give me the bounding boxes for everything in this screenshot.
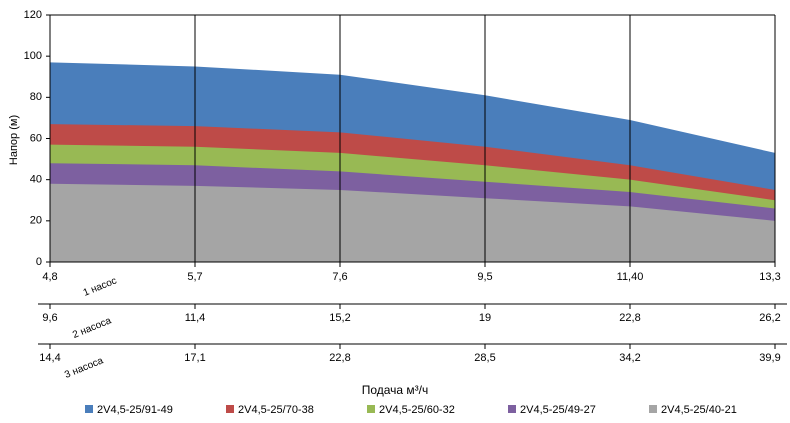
x-row-label: 1 насос	[82, 275, 119, 298]
x-tick-label: 22,8	[329, 352, 350, 364]
x-axis-label: Подача м³/ч	[362, 383, 429, 397]
legend-label: 2V4,5-25/60-32	[379, 404, 455, 416]
x-row-label: 2 насоса	[71, 315, 113, 341]
legend-label: 2V4,5-25/49-27	[520, 404, 596, 416]
area	[50, 183, 775, 262]
y-tick-label: 100	[24, 50, 42, 62]
x-tick-label: 19	[479, 312, 491, 324]
x-tick-label: 9,5	[477, 271, 492, 283]
y-tick-label: 60	[30, 132, 42, 144]
x-tick-label: 7,6	[332, 271, 347, 283]
x-tick-label: 14,4	[39, 352, 60, 364]
legend-label: 2V4,5-25/70-38	[238, 404, 314, 416]
y-tick-label: 40	[30, 174, 42, 186]
x-tick-label: 9,6	[42, 312, 57, 324]
y-tick-label: 120	[24, 9, 42, 21]
x-tick-label: 39,9	[759, 352, 780, 364]
y-tick-label: 0	[36, 256, 42, 268]
legend-swatch	[226, 405, 234, 413]
legend-label: 2V4,5-25/91-49	[97, 404, 173, 416]
y-tick-label: 80	[30, 91, 42, 103]
legend-swatch	[508, 405, 516, 413]
x-tick-label: 34,2	[619, 352, 640, 364]
x-tick-label: 15,2	[329, 312, 350, 324]
legend-swatch	[649, 405, 657, 413]
x-tick-label: 13,3	[759, 271, 780, 283]
legend-label: 2V4,5-25/40-21	[661, 404, 737, 416]
x-tick-label: 5,7	[187, 271, 202, 283]
x-tick-label: 4,8	[42, 271, 57, 283]
y-axis-label: Напор (м)	[8, 115, 20, 165]
legend-swatch	[85, 405, 93, 413]
x-tick-label: 11,4	[185, 312, 206, 324]
x-tick-label: 22,8	[619, 312, 640, 324]
x-tick-label: 17,1	[184, 352, 205, 364]
x-tick-label: 28,5	[474, 352, 495, 364]
legend-swatch	[367, 405, 375, 413]
x-tick-label: 26,2	[759, 312, 780, 324]
x-tick-label: 11,40	[617, 271, 644, 283]
y-tick-label: 20	[30, 215, 42, 227]
x-row-label: 3 насоса	[63, 355, 105, 381]
